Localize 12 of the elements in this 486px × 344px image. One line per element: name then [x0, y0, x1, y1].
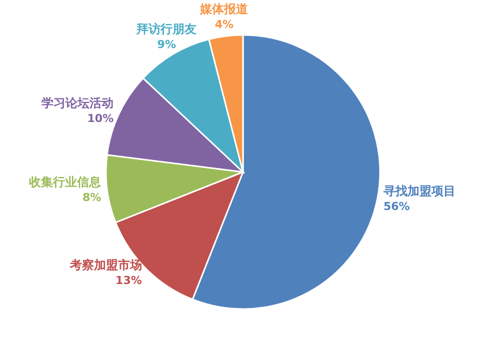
data-label: 8% — [82, 190, 102, 204]
data-label: 56% — [383, 200, 410, 213]
data-label: 10% — [87, 112, 114, 126]
slice-label: 拜访行朋友 — [136, 22, 197, 36]
slice-label: 媒体报道 — [199, 2, 250, 16]
slice-label: 学习论坛活动 — [42, 96, 114, 110]
slice-label: 收集行业信息 — [29, 174, 102, 189]
data-label: 4% — [214, 18, 234, 32]
slice-label: 考察加盟市场 — [68, 258, 142, 272]
data-label: 13% — [116, 274, 142, 288]
data-label: 9% — [157, 38, 176, 51]
slice-label: 寻找加盟项目 — [382, 184, 456, 198]
